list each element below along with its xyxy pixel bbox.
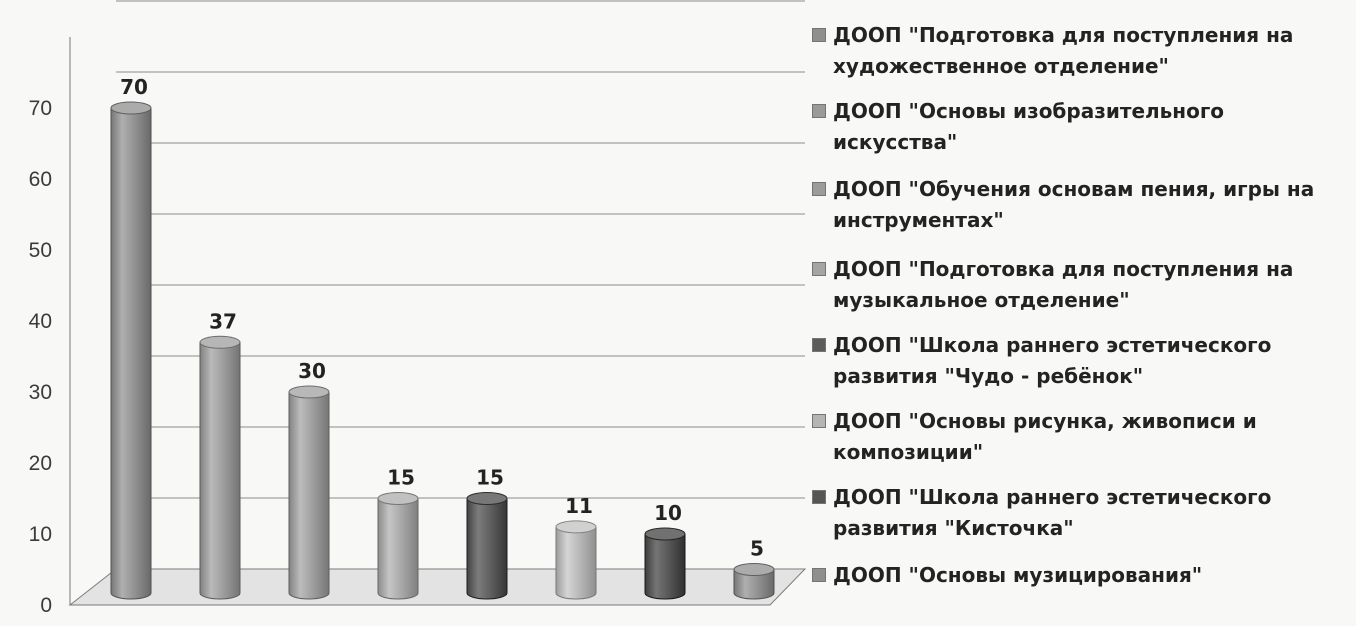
legend-swatch bbox=[812, 28, 826, 42]
y-tick-label: 10 bbox=[29, 523, 52, 546]
y-tick-label: 50 bbox=[29, 239, 52, 262]
legend-swatch bbox=[812, 338, 826, 352]
legend-item: ДООП "Основы изобразительного искусства" bbox=[812, 96, 1352, 158]
legend-swatch bbox=[812, 182, 826, 196]
bar-top bbox=[733, 563, 775, 576]
bar-value-label: 70 bbox=[120, 75, 148, 99]
bar bbox=[733, 569, 775, 600]
bar-value-label: 15 bbox=[387, 466, 415, 490]
legend-item: ДООП "Подготовка для поступления на музы… bbox=[812, 254, 1352, 316]
y-tick-label: 40 bbox=[29, 310, 52, 333]
bar bbox=[199, 341, 241, 600]
legend-swatch bbox=[812, 262, 826, 276]
bar-value-label: 15 bbox=[476, 466, 504, 490]
legend-item: ДООП "Обучения основам пения, игры на ин… bbox=[812, 174, 1352, 236]
bar-value-label: 30 bbox=[298, 359, 326, 383]
legend-item: ДООП "Школа раннего эстетического развит… bbox=[812, 330, 1352, 392]
legend-swatch bbox=[812, 104, 826, 118]
chart-legend: ДООП "Подготовка для поступления на худо… bbox=[812, 0, 1352, 626]
bar-top bbox=[288, 385, 330, 399]
bar-top bbox=[644, 527, 686, 541]
legend-label: ДООП "Основы рисунка, живописи и компози… bbox=[833, 409, 1257, 464]
bar-top bbox=[466, 492, 508, 505]
bar-top bbox=[199, 335, 241, 349]
legend-label: ДООП "Школа раннего эстетического развит… bbox=[833, 485, 1272, 540]
legend-swatch bbox=[812, 568, 826, 582]
bar-value-label: 5 bbox=[750, 537, 764, 561]
bar-top bbox=[110, 101, 152, 115]
y-tick-label: 20 bbox=[29, 452, 52, 475]
bar-value-label: 10 bbox=[654, 501, 682, 525]
chart-floor bbox=[68, 568, 807, 606]
legend-label: ДООП "Основы музицирования" bbox=[833, 563, 1203, 587]
bar bbox=[110, 107, 152, 600]
bar bbox=[288, 391, 330, 600]
legend-swatch bbox=[812, 490, 826, 504]
bar-value-label: 11 bbox=[565, 494, 593, 518]
y-tick-label: 70 bbox=[29, 97, 52, 120]
legend-label: ДООП "Обучения основам пения, игры на ин… bbox=[833, 177, 1315, 232]
bar bbox=[466, 498, 508, 600]
bar bbox=[377, 498, 419, 600]
y-tick-label: 0 bbox=[40, 594, 52, 617]
legend-label: ДООП "Подготовка для поступления на музы… bbox=[833, 257, 1294, 312]
legend-item: ДООП "Подготовка для поступления на худо… bbox=[812, 20, 1352, 82]
legend-item: ДООП "Основы музицирования" bbox=[812, 560, 1352, 591]
legend-label: ДООП "Подготовка для поступления на худо… bbox=[833, 23, 1294, 78]
bar bbox=[644, 533, 686, 600]
legend-label: ДООП "Школа раннего эстетического развит… bbox=[833, 333, 1272, 388]
legend-swatch bbox=[812, 414, 826, 428]
bar-top bbox=[377, 492, 419, 505]
legend-item: ДООП "Школа раннего эстетического развит… bbox=[812, 482, 1352, 544]
bar-top bbox=[555, 520, 597, 534]
legend-item: ДООП "Основы рисунка, живописи и компози… bbox=[812, 406, 1352, 468]
bar-value-label: 37 bbox=[209, 309, 237, 333]
legend-label: ДООП "Основы изобразительного искусства" bbox=[833, 99, 1225, 154]
bar bbox=[555, 526, 597, 600]
y-tick-label: 30 bbox=[29, 381, 52, 404]
y-tick-label: 60 bbox=[29, 168, 52, 191]
